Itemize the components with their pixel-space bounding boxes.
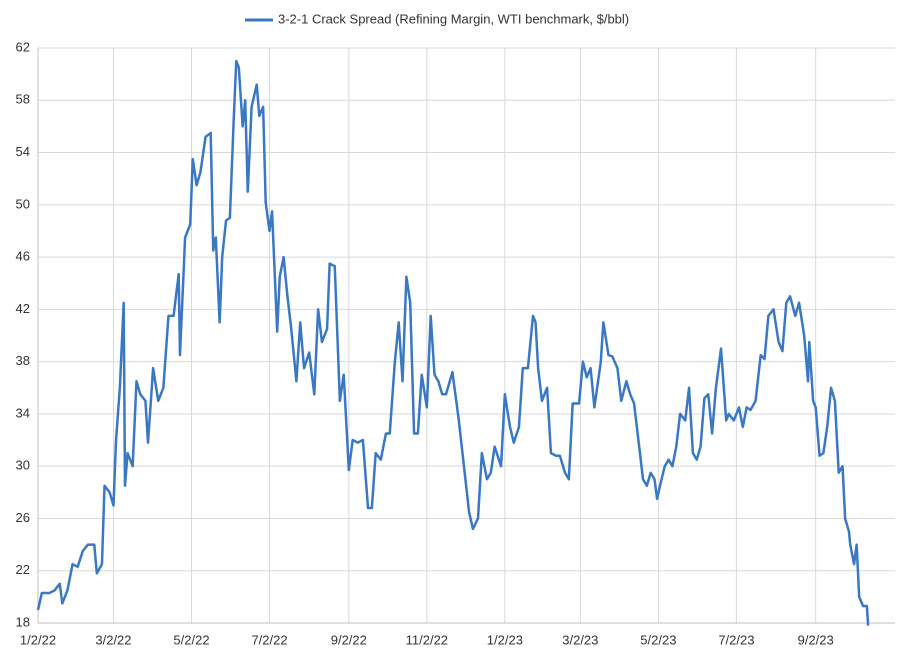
x-tick-label: 5/2/23 — [640, 632, 676, 647]
x-tick-label: 1/2/23 — [487, 632, 523, 647]
y-tick-label: 54 — [16, 144, 30, 159]
x-tick-label: 5/2/22 — [173, 632, 209, 647]
y-tick-label: 46 — [16, 249, 30, 264]
x-tick-label: 1/2/22 — [20, 632, 56, 647]
y-tick-label: 50 — [16, 196, 30, 211]
y-tick-label: 62 — [16, 39, 30, 54]
x-tick-label: 9/2/23 — [798, 632, 834, 647]
y-tick-label: 58 — [16, 92, 30, 107]
y-tick-label: 38 — [16, 353, 30, 368]
data-line — [36, 59, 870, 626]
y-tick-label: 22 — [16, 562, 30, 577]
x-tick-label: 7/2/23 — [718, 632, 754, 647]
y-tick-label: 30 — [16, 458, 30, 473]
y-tick-label: 42 — [16, 301, 30, 316]
x-tick-label: 9/2/22 — [331, 632, 367, 647]
x-tick-label: 3/2/23 — [562, 632, 598, 647]
x-tick-label: 11/2/22 — [406, 632, 448, 647]
y-tick-label: 26 — [16, 510, 30, 525]
y-tick-label: 18 — [16, 614, 30, 629]
x-tick-label: 3/2/22 — [95, 632, 131, 647]
x-tick-label: 7/2/22 — [251, 632, 287, 647]
y-tick-label: 34 — [16, 405, 30, 420]
legend-label: 3-2-1 Crack Spread (Refining Margin, WTI… — [278, 11, 629, 26]
